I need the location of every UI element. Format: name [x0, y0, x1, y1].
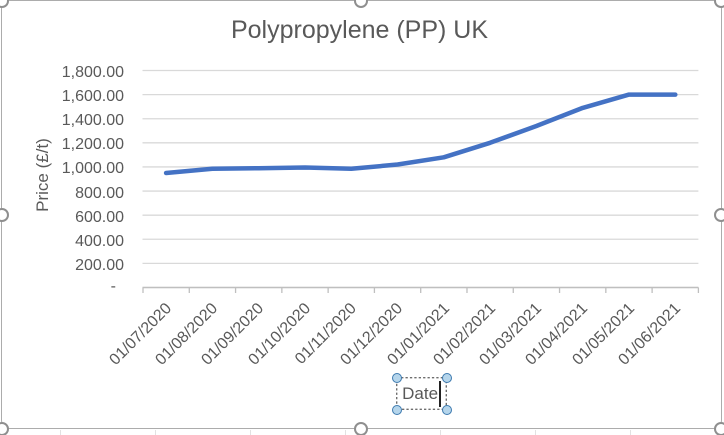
- x-axis-title-dashed-border: [396, 377, 447, 410]
- chart-resize-handle-bottom-center[interactable]: [353, 421, 368, 435]
- y-tick-label: 1,400.00: [61, 112, 124, 130]
- x-axis-line: [142, 286, 700, 293]
- textbox-resize-handle-top-right[interactable]: [441, 372, 452, 383]
- x-axis-title-text-wrap: Date: [396, 377, 447, 410]
- price-series-line[interactable]: [163, 92, 678, 176]
- chart-resize-handle-top-center[interactable]: [353, 0, 368, 8]
- textbox-resize-handle-bottom-left[interactable]: [391, 404, 402, 415]
- y-tick-label: 800.00: [75, 184, 124, 202]
- chart-resize-handle-bottom-left[interactable]: [0, 421, 9, 435]
- x-axis-title[interactable]: Date: [402, 384, 439, 403]
- worksheet-gridline: [155, 430, 156, 435]
- y-axis-title[interactable]: Price (£/t): [33, 138, 52, 212]
- y-tick-label: 1,800.00: [61, 64, 124, 81]
- y-tick-label: 200.00: [75, 256, 124, 274]
- y-tick-label: 400.00: [75, 232, 124, 250]
- y-tick-label: 1,000.00: [61, 160, 124, 178]
- gridlines: [142, 69, 699, 289]
- worksheet-gridline: [440, 430, 441, 435]
- chart-resize-handle-top-left[interactable]: [0, 0, 9, 8]
- worksheet-gridline: [250, 430, 251, 435]
- x-axis-title-editbox[interactable]: Date: [391, 372, 452, 415]
- chart-resize-handle-middle-left[interactable]: [0, 208, 9, 222]
- y-tick-label: 600.00: [75, 208, 124, 226]
- y-tick-label: -: [110, 278, 116, 295]
- y-tick-label: 1,200.00: [61, 136, 124, 154]
- text-cursor: [439, 380, 441, 407]
- chart-resize-handle-middle-right[interactable]: [714, 208, 724, 222]
- chart-resize-handle-top-right[interactable]: [714, 0, 724, 8]
- worksheet-gridline: [535, 430, 536, 435]
- worksheet-gridline: [60, 430, 61, 435]
- y-tick-label: 1,600.00: [61, 88, 124, 106]
- worksheet-gridline: [630, 430, 631, 435]
- chart-resize-handle-bottom-right[interactable]: [714, 421, 724, 435]
- textbox-resize-handle-bottom-right[interactable]: [441, 404, 452, 415]
- textbox-resize-handle-top-left[interactable]: [391, 372, 402, 383]
- chart-title[interactable]: Polypropylene (PP) UK: [230, 16, 489, 44]
- worksheet-gridline: [345, 430, 346, 435]
